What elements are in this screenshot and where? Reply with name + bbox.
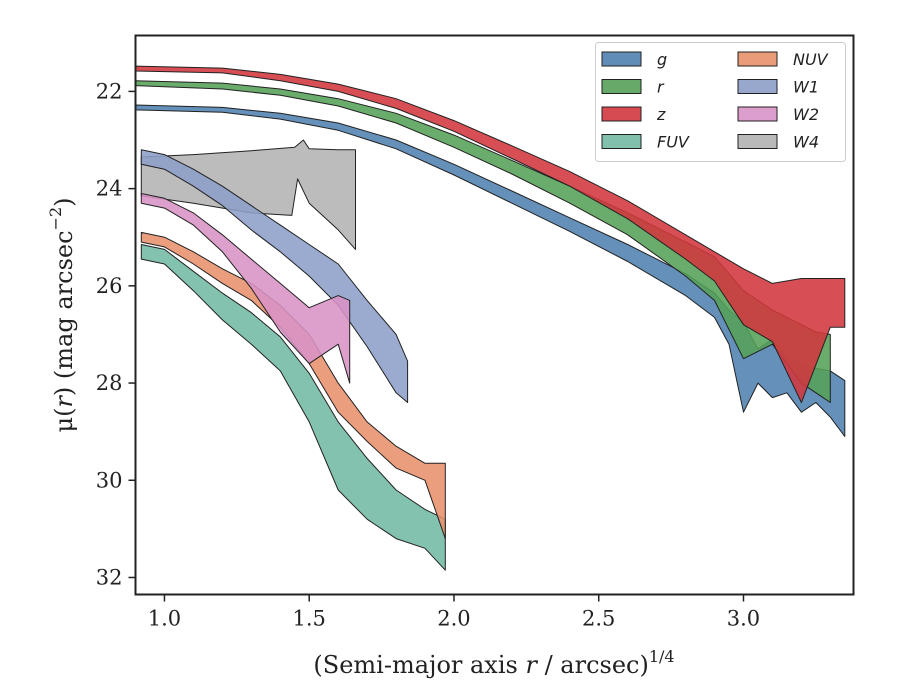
legend-item-w1: W1 <box>737 78 819 97</box>
x-axis-title: (Semi-major axis r / arcsec)1/4 <box>313 647 674 679</box>
y-axis-title-mid: ) (mag arcsec <box>50 230 78 396</box>
y-tick-label: 24 <box>96 177 123 201</box>
legend-label: W2 <box>793 105 819 124</box>
legend-swatch <box>601 51 642 67</box>
legend-label: W4 <box>793 133 819 152</box>
x-tick-label: 1.0 <box>148 607 181 631</box>
legend-label: r <box>657 78 665 97</box>
legend-item-z: z <box>601 105 666 124</box>
legend-label: z <box>656 105 666 124</box>
band-layer <box>135 65 846 571</box>
band-r <box>135 80 831 403</box>
band-w2 <box>140 193 351 384</box>
legend-label: W1 <box>793 78 819 97</box>
band-w4 <box>140 139 356 250</box>
band-g <box>135 104 846 437</box>
legend-item-w4: W4 <box>737 133 819 152</box>
legend-swatch <box>737 106 778 122</box>
y-axis-title-var: r <box>50 395 78 408</box>
band-z <box>135 65 846 403</box>
legend-swatch <box>737 51 778 67</box>
y-tick-label: 30 <box>96 468 123 492</box>
legend-label: NUV <box>793 50 829 69</box>
x-tick-label: 2.0 <box>437 607 470 631</box>
legend-item-w2: W2 <box>737 105 819 124</box>
legend-swatch <box>601 106 642 122</box>
x-tick-label: 1.5 <box>293 607 326 631</box>
x-axis-title-mid: / arcsec) <box>537 651 649 679</box>
y-axis-title-end: ) <box>50 197 78 206</box>
x-axis-title-sup: 1/4 <box>649 647 675 666</box>
legend-label: g <box>657 50 667 69</box>
y-tick-label: 32 <box>96 565 123 589</box>
x-axis-title-prefix: (Semi-major axis <box>313 651 525 679</box>
legend-swatch <box>737 134 778 149</box>
band-fuv <box>140 244 446 571</box>
legend-item-nuv: NUV <box>737 50 829 69</box>
legend-item-g: g <box>601 50 667 69</box>
legend-items: grz FUV NUV W1 W2 W4 <box>601 50 829 152</box>
y-axis-title-sup: −2 <box>46 207 65 231</box>
y-tick-label: 22 <box>96 79 123 103</box>
legend-label: FUV <box>657 133 690 152</box>
y-axis-title: μ(r) (mag arcsec−2) <box>46 197 78 432</box>
plot-frame <box>134 34 855 596</box>
legend-swatch <box>601 79 642 94</box>
x-tick-label: 3.0 <box>727 607 760 631</box>
band-w1 <box>140 149 409 403</box>
legend-item-r: r <box>601 78 665 97</box>
y-tick-label: 28 <box>96 371 123 395</box>
x-axis-title-var: r <box>525 651 538 679</box>
y-axis-ticks: 22 24 26 28 30 32 <box>96 79 136 589</box>
legend: grz FUV NUV W1 W2 W4 <box>595 42 846 162</box>
y-tick-label: 26 <box>96 274 123 298</box>
legend-item-fuv: FUV <box>601 133 690 152</box>
legend-swatch <box>737 79 778 94</box>
x-tick-label: 2.5 <box>582 607 615 631</box>
y-axis-title-mu: μ( <box>50 408 78 433</box>
legend-box <box>595 42 846 162</box>
legend-swatch <box>601 134 642 149</box>
x-axis-ticks: 1.0 1.5 2.0 2.5 3.0 <box>148 594 760 631</box>
